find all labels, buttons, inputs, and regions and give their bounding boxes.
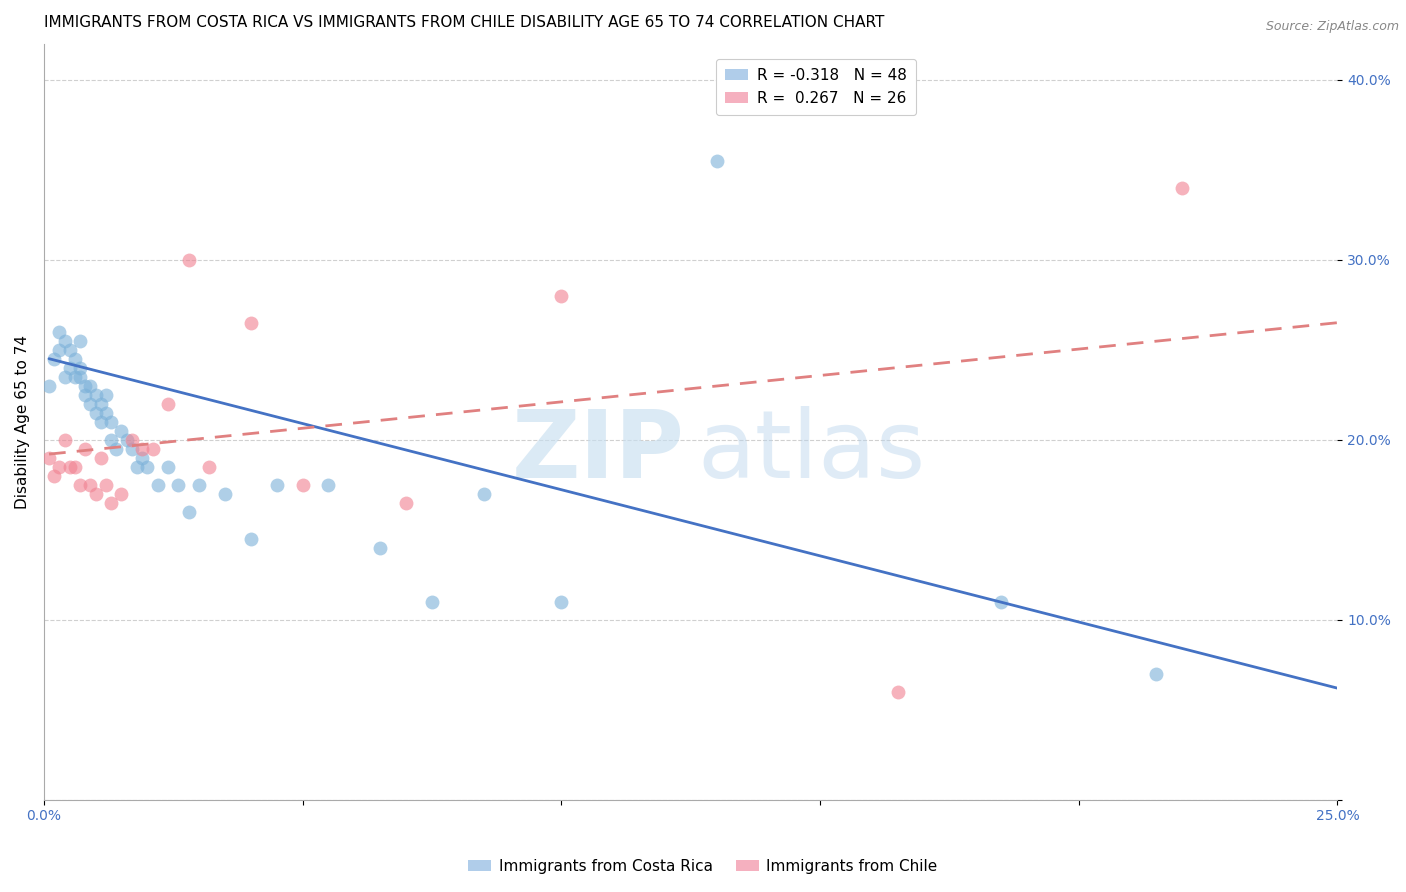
Point	[59, 360, 82, 375]
Point	[94, 406, 117, 420]
Point	[121, 442, 143, 456]
Point	[990, 595, 1012, 609]
Point	[706, 153, 728, 168]
Point	[472, 486, 495, 500]
Point	[239, 316, 262, 330]
Point	[395, 496, 418, 510]
Point	[44, 468, 66, 483]
Point	[188, 477, 211, 491]
Point	[79, 477, 101, 491]
Y-axis label: Disability Age 65 to 74: Disability Age 65 to 74	[15, 334, 30, 508]
Point	[59, 343, 82, 357]
Point	[69, 360, 91, 375]
Point	[90, 450, 112, 465]
Point	[79, 378, 101, 392]
Text: IMMIGRANTS FROM COSTA RICA VS IMMIGRANTS FROM CHILE DISABILITY AGE 65 TO 74 CORR: IMMIGRANTS FROM COSTA RICA VS IMMIGRANTS…	[44, 15, 884, 30]
Point	[100, 496, 122, 510]
Point	[886, 684, 908, 698]
Point	[198, 459, 221, 474]
Point	[550, 595, 572, 609]
Point	[53, 369, 76, 384]
Point	[1144, 666, 1167, 681]
Point	[266, 477, 288, 491]
Point	[53, 334, 76, 348]
Point	[318, 477, 340, 491]
Point	[131, 450, 153, 465]
Point	[69, 334, 91, 348]
Point	[291, 477, 314, 491]
Point	[100, 415, 122, 429]
Point	[69, 477, 91, 491]
Point	[121, 433, 143, 447]
Point	[239, 532, 262, 546]
Text: atlas: atlas	[697, 406, 925, 498]
Legend: Immigrants from Costa Rica, Immigrants from Chile: Immigrants from Costa Rica, Immigrants f…	[463, 853, 943, 880]
Point	[63, 459, 86, 474]
Point	[69, 369, 91, 384]
Point	[110, 424, 132, 438]
Point	[53, 433, 76, 447]
Point	[157, 397, 180, 411]
Point	[177, 252, 200, 267]
Point	[84, 387, 107, 401]
Point	[79, 397, 101, 411]
Point	[368, 541, 391, 555]
Point	[115, 433, 138, 447]
Point	[94, 387, 117, 401]
Point	[131, 442, 153, 456]
Point	[420, 595, 443, 609]
Point	[75, 387, 97, 401]
Point	[100, 433, 122, 447]
Point	[214, 486, 236, 500]
Point	[38, 450, 60, 465]
Point	[90, 415, 112, 429]
Point	[48, 325, 70, 339]
Point	[105, 442, 128, 456]
Point	[94, 477, 117, 491]
Point	[136, 459, 159, 474]
Point	[59, 459, 82, 474]
Point	[63, 369, 86, 384]
Point	[63, 351, 86, 366]
Point	[157, 459, 180, 474]
Point	[146, 477, 169, 491]
Point	[44, 351, 66, 366]
Text: ZIP: ZIP	[512, 406, 685, 498]
Point	[125, 459, 148, 474]
Point	[75, 378, 97, 392]
Point	[167, 477, 190, 491]
Point	[75, 442, 97, 456]
Point	[48, 459, 70, 474]
Point	[38, 378, 60, 392]
Point	[84, 486, 107, 500]
Point	[550, 288, 572, 302]
Point	[177, 505, 200, 519]
Point	[110, 486, 132, 500]
Legend: R = -0.318   N = 48, R =  0.267   N = 26: R = -0.318 N = 48, R = 0.267 N = 26	[716, 59, 915, 115]
Point	[1171, 180, 1194, 194]
Point	[48, 343, 70, 357]
Text: Source: ZipAtlas.com: Source: ZipAtlas.com	[1265, 20, 1399, 33]
Point	[141, 442, 163, 456]
Point	[84, 406, 107, 420]
Point	[90, 397, 112, 411]
